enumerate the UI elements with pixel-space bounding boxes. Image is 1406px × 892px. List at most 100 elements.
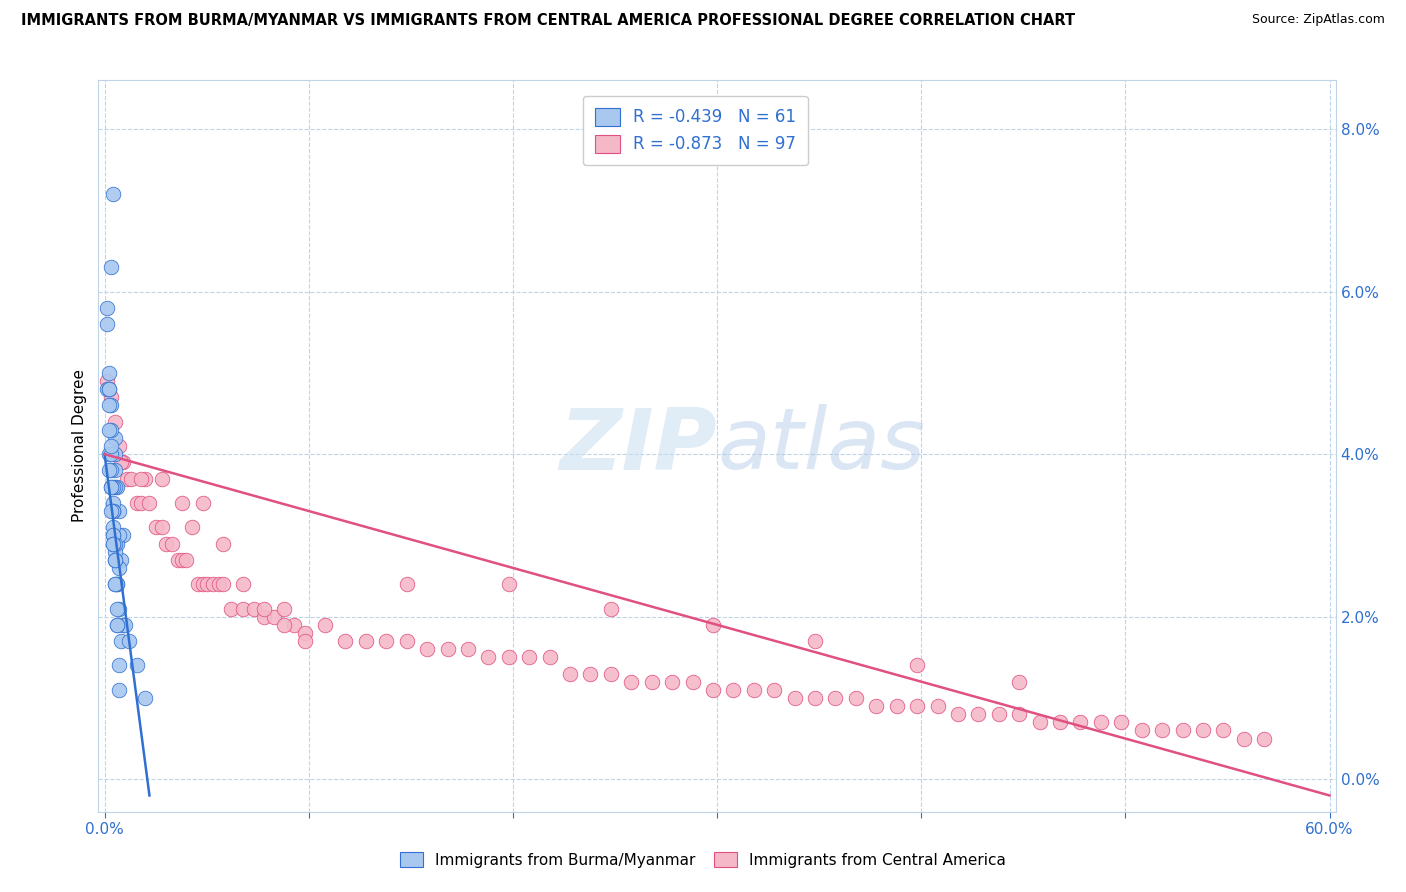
Point [865, 699, 887, 714]
Text: ZIP: ZIP [560, 404, 717, 488]
Point [1212, 723, 1234, 738]
Point [927, 699, 949, 714]
Point [97, 463, 120, 477]
Point [987, 707, 1010, 722]
Point [110, 634, 132, 648]
Point [783, 690, 806, 705]
Point [104, 553, 127, 567]
Point [138, 496, 160, 510]
Point [120, 471, 142, 485]
Point [127, 658, 149, 673]
Point [661, 674, 683, 689]
Point [1152, 723, 1174, 738]
Point [145, 520, 167, 534]
Point [1008, 674, 1031, 689]
Point [100, 439, 122, 453]
Point [104, 415, 127, 429]
Point [105, 617, 128, 632]
Point [1192, 723, 1215, 738]
Point [416, 642, 439, 657]
Point [172, 553, 194, 567]
Point [1130, 723, 1153, 738]
Point [1069, 715, 1091, 730]
Point [101, 520, 124, 534]
Point [232, 577, 254, 591]
Point [804, 634, 827, 648]
Legend: R = -0.439   N = 61, R = -0.873   N = 97: R = -0.439 N = 61, R = -0.873 N = 97 [583, 96, 807, 165]
Point [354, 634, 377, 648]
Point [100, 480, 122, 494]
Text: Source: ZipAtlas.com: Source: ZipAtlas.com [1251, 13, 1385, 27]
Point [104, 536, 127, 550]
Point [335, 634, 357, 648]
Point [100, 423, 122, 437]
Legend: Immigrants from Burma/Myanmar, Immigrants from Central America: Immigrants from Burma/Myanmar, Immigrant… [392, 844, 1014, 875]
Point [457, 642, 479, 657]
Point [845, 690, 868, 705]
Point [97, 423, 120, 437]
Point [273, 617, 295, 632]
Point [127, 496, 149, 510]
Point [191, 496, 214, 510]
Point [905, 699, 928, 714]
Point [108, 561, 131, 575]
Point [395, 634, 418, 648]
Point [1049, 715, 1071, 730]
Point [104, 480, 127, 494]
Point [97, 382, 120, 396]
Point [824, 690, 846, 705]
Point [498, 577, 520, 591]
Point [558, 666, 581, 681]
Point [273, 601, 295, 615]
Point [134, 690, 156, 705]
Point [97, 366, 120, 380]
Point [599, 601, 621, 615]
Point [804, 690, 827, 705]
Point [97, 398, 120, 412]
Point [101, 528, 124, 542]
Point [150, 471, 173, 485]
Point [538, 650, 561, 665]
Point [195, 577, 218, 591]
Point [101, 528, 124, 542]
Point [599, 666, 621, 681]
Point [682, 674, 704, 689]
Point [108, 658, 131, 673]
Y-axis label: Professional Degree: Professional Degree [72, 369, 87, 523]
Point [742, 682, 765, 697]
Point [111, 455, 134, 469]
Point [129, 471, 152, 485]
Point [477, 650, 499, 665]
Point [395, 577, 418, 591]
Point [96, 374, 118, 388]
Point [105, 536, 128, 550]
Point [886, 699, 908, 714]
Point [105, 601, 128, 615]
Point [108, 439, 131, 453]
Point [1171, 723, 1194, 738]
Point [294, 634, 316, 648]
Point [105, 617, 128, 632]
Point [110, 553, 132, 567]
Point [375, 634, 398, 648]
Point [212, 577, 235, 591]
Text: IMMIGRANTS FROM BURMA/MYANMAR VS IMMIGRANTS FROM CENTRAL AMERICA PROFESSIONAL DE: IMMIGRANTS FROM BURMA/MYANMAR VS IMMIGRA… [21, 13, 1076, 29]
Point [187, 577, 209, 591]
Point [118, 634, 141, 648]
Point [100, 390, 122, 404]
Point [172, 496, 194, 510]
Point [905, 658, 928, 673]
Point [97, 382, 120, 396]
Point [108, 601, 131, 615]
Point [101, 187, 124, 202]
Text: atlas: atlas [717, 404, 925, 488]
Point [104, 463, 127, 477]
Point [242, 601, 264, 615]
Point [620, 674, 643, 689]
Point [101, 536, 124, 550]
Point [101, 496, 124, 510]
Point [104, 553, 127, 567]
Point [219, 601, 242, 615]
Point [111, 617, 134, 632]
Point [174, 553, 197, 567]
